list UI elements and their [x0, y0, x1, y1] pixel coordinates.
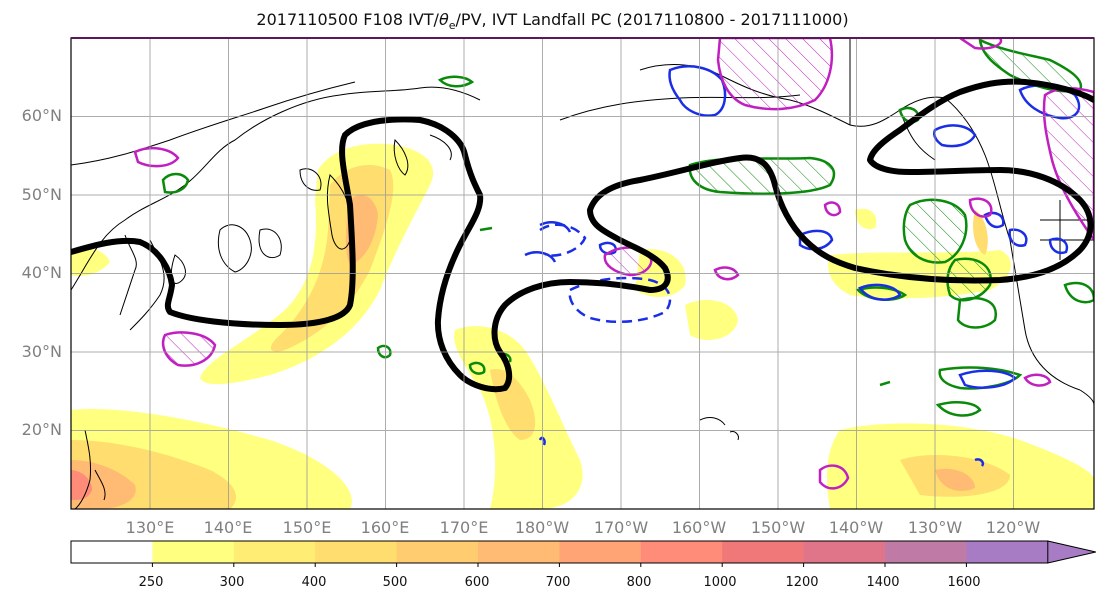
colorbar-segment-below	[71, 541, 153, 563]
lon-label-140e: 140°E	[203, 518, 253, 537]
coastline-layer	[71, 38, 1094, 509]
title-suffix: /PV, IVT Landfall PC (2017110800 - 20171…	[455, 10, 849, 29]
colorbar-label-1400: 1400	[866, 575, 900, 590]
colorbar-label-250: 250	[138, 575, 164, 590]
title-theta: θ	[438, 10, 449, 29]
title-prefix: 2017110500 F108 IVT/	[256, 10, 439, 29]
lon-label-130w: 130°W	[907, 518, 963, 537]
colorbar-segment-700	[559, 541, 642, 563]
colorbar	[70, 540, 1096, 567]
lat-label-60n: 60°N	[21, 106, 62, 125]
lon-label-140w: 140°W	[828, 518, 884, 537]
lon-label-180w: 180°W	[514, 518, 570, 537]
title-theta-subscript: e	[448, 19, 456, 33]
colorbar-segment-500	[396, 541, 479, 563]
lon-label-150e: 150°E	[282, 518, 332, 537]
colorbar-segment-400	[315, 541, 398, 563]
colorbar-label-1600: 1600	[947, 575, 981, 590]
figure-title: 2017110500 F108 IVT/θe/PV, IVT Landfall …	[0, 10, 1105, 32]
lon-label-120w: 120°W	[985, 518, 1041, 537]
colorbar-label-600: 600	[464, 575, 490, 590]
lon-label-170e: 170°E	[439, 518, 489, 537]
map-area	[71, 38, 1094, 509]
colorbar-segment-1000	[722, 541, 805, 563]
colorbar-label-700: 700	[545, 575, 571, 590]
colorbar-extend-arrow	[1047, 540, 1096, 564]
colorbar-segment-1200	[803, 541, 886, 563]
colorbar-segment-300	[233, 541, 316, 563]
colorbar-label-800: 800	[626, 575, 652, 590]
colorbar-segment-600	[478, 541, 560, 563]
lat-label-50n: 50°N	[21, 185, 62, 204]
lon-label-170w: 170°W	[593, 518, 649, 537]
colorbar-label-400: 400	[301, 575, 327, 590]
lat-label-40n: 40°N	[21, 263, 62, 282]
lat-label-30n: 30°N	[21, 342, 62, 361]
lon-label-150w: 150°W	[750, 518, 806, 537]
lat-label-20n: 20°N	[21, 420, 62, 439]
colorbar-label-1200: 1200	[785, 575, 819, 590]
colorbar-label-1000: 1000	[703, 575, 737, 590]
lon-label-160e: 160°E	[360, 518, 410, 537]
colorbar-segment-800	[640, 541, 723, 563]
landfall-pc-contour	[71, 78, 1094, 393]
colorbar-label-500: 500	[382, 575, 408, 590]
lon-label-160w: 160°W	[671, 518, 727, 537]
lon-label-130e: 130°E	[125, 518, 175, 537]
blue-contour-layer	[524, 65, 1081, 467]
colorbar-segment-1400	[885, 541, 967, 563]
colorbar-segment-1600	[966, 541, 1048, 563]
green-contour-layer	[161, 38, 1094, 417]
colorbar-label-300: 300	[219, 575, 245, 590]
graticule	[71, 38, 1094, 509]
colorbar-segment-250	[152, 541, 235, 563]
